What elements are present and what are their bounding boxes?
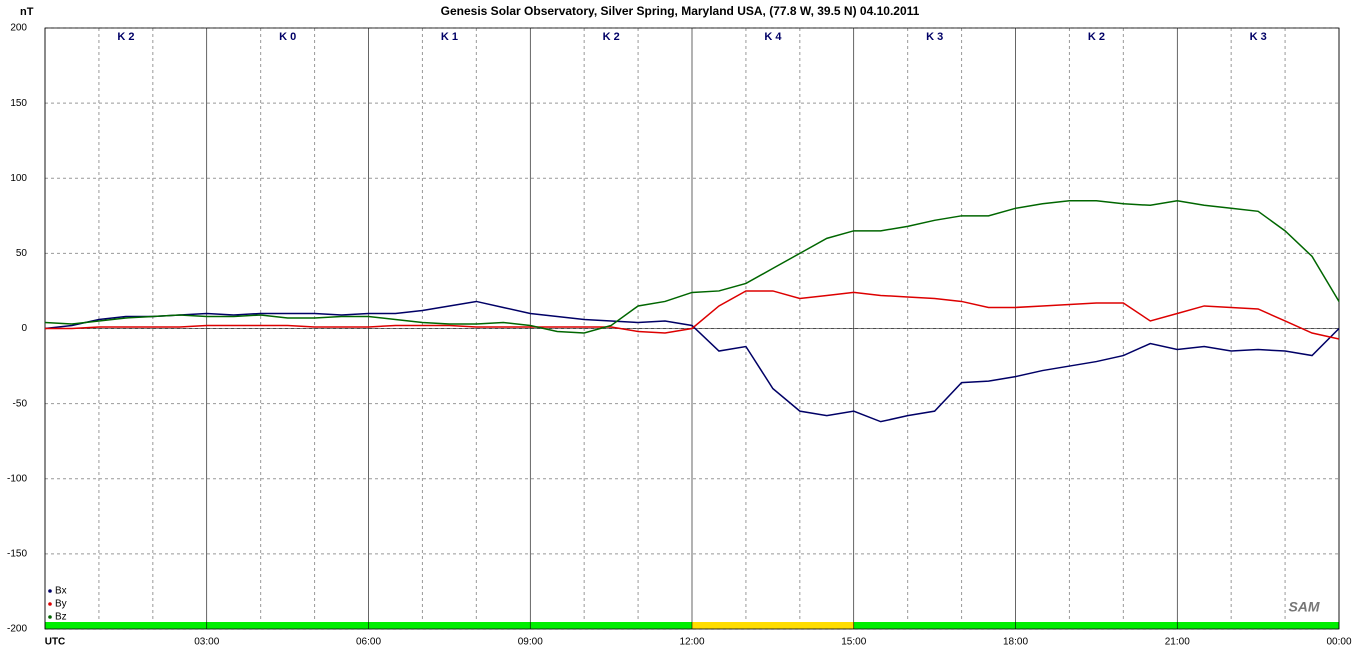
y-axis-label: nT — [20, 6, 34, 18]
x-tick-label: 21:00 — [1165, 637, 1190, 648]
k-bar — [530, 622, 692, 629]
y-tick-label: -200 — [7, 624, 27, 635]
k-label: K 3 — [926, 31, 943, 43]
series-line — [44, 200, 1340, 334]
k-bar — [368, 622, 531, 629]
k-label: K 2 — [603, 31, 620, 43]
y-tick-label: 100 — [10, 173, 27, 184]
legend-label: Bz — [55, 612, 67, 623]
x-tick-label: 06:00 — [356, 637, 381, 648]
k-bar — [1177, 622, 1339, 629]
x-tick-label: 03:00 — [194, 637, 219, 648]
y-tick-label: -100 — [7, 473, 27, 484]
y-tick-label: 150 — [10, 98, 27, 109]
legend-marker — [48, 602, 52, 606]
k-bar — [853, 622, 1016, 629]
y-tick-label: 0 — [21, 323, 27, 334]
x-tick-label: 09:00 — [518, 637, 543, 648]
x-tick-label: 18:00 — [1003, 637, 1028, 648]
y-tick-label: 50 — [16, 248, 28, 259]
chart-title: Genesis Solar Observatory, Silver Spring… — [441, 4, 920, 18]
k-label: K 2 — [117, 31, 134, 43]
legend-marker — [48, 589, 52, 593]
x-tick-label: 15:00 — [841, 637, 866, 648]
k-label: K 0 — [279, 31, 296, 43]
y-tick-label: -50 — [13, 398, 28, 409]
x-tick-label: 12:00 — [679, 637, 704, 648]
series-line — [45, 290, 1340, 340]
y-tick-label: -150 — [7, 549, 27, 560]
legend-marker — [48, 615, 52, 619]
k-label: K 4 — [764, 31, 782, 43]
x-tick-label: 00:00 — [1326, 637, 1351, 648]
k-label: K 3 — [1250, 31, 1267, 43]
k-bar — [1015, 622, 1178, 629]
legend-label: By — [55, 599, 67, 610]
x-tick-label: UTC — [45, 637, 66, 648]
k-label: K 1 — [441, 31, 458, 43]
y-tick-label: 200 — [10, 23, 27, 34]
series-line — [44, 300, 1340, 423]
k-bar — [206, 622, 369, 629]
k-bar — [45, 622, 207, 629]
legend-label: Bx — [55, 586, 67, 597]
k-label: K 2 — [1088, 31, 1105, 43]
k-bar — [692, 622, 854, 629]
logo: SAM — [1288, 599, 1319, 615]
